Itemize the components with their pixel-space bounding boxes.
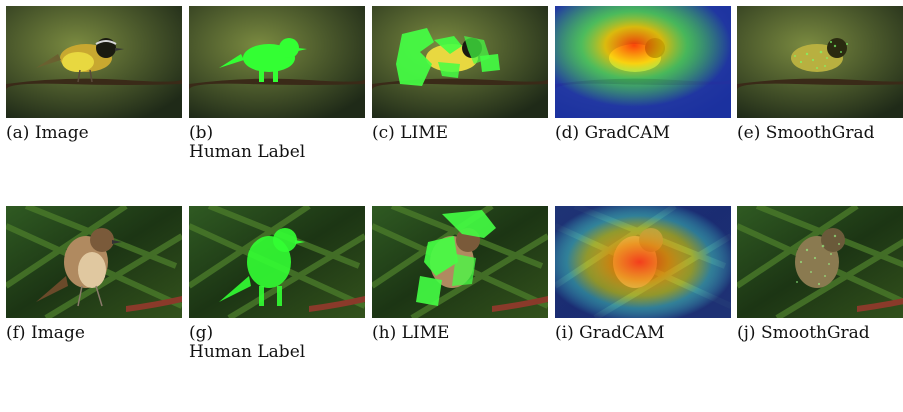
- smoothgrad-overlay: [737, 6, 903, 118]
- caption-d: (d) GradCAM: [555, 124, 670, 143]
- caption-label: Image: [30, 323, 85, 343]
- caption-c: (c) LIME: [372, 124, 448, 143]
- bird-image: [6, 206, 182, 318]
- human-label-mask: [189, 6, 365, 118]
- caption-label: Image: [34, 123, 89, 143]
- caption-tag: (i): [555, 323, 574, 343]
- bird-image: [6, 6, 182, 118]
- caption-tag: (a): [6, 123, 30, 143]
- caption-label: LIME: [400, 123, 449, 143]
- gradcam-heatmap: [555, 206, 731, 318]
- caption-e: (e) SmoothGrad: [737, 124, 874, 143]
- caption-b: (b) Human Label: [189, 124, 305, 162]
- caption-tag: (h): [372, 323, 397, 343]
- caption-tag: (b): [189, 123, 214, 143]
- caption-label: LIME: [401, 323, 450, 343]
- gradcam-heatmap: [555, 6, 731, 118]
- caption-label: SmoothGrad: [765, 123, 875, 143]
- caption-tag: (c): [372, 123, 395, 143]
- caption-label: SmoothGrad: [760, 323, 870, 343]
- caption-h: (h) LIME: [372, 324, 449, 343]
- caption-a: (a) Image: [6, 124, 89, 143]
- caption-tag: (g): [189, 323, 214, 343]
- caption-tag: (j): [737, 323, 756, 343]
- caption-label: Human Label: [189, 342, 306, 362]
- caption-tag: (d): [555, 123, 580, 143]
- caption-i: (i) GradCAM: [555, 324, 665, 343]
- smoothgrad-overlay: [737, 206, 903, 318]
- caption-label: Human Label: [189, 142, 306, 162]
- lime-overlay: [372, 6, 548, 118]
- lime-overlay: [372, 206, 548, 318]
- caption-f: (f) Image: [6, 324, 85, 343]
- caption-label: GradCAM: [584, 123, 670, 143]
- caption-label: GradCAM: [579, 323, 665, 343]
- caption-tag: (f): [6, 323, 26, 343]
- human-label-mask: [189, 206, 365, 318]
- caption-j: (j) SmoothGrad: [737, 324, 870, 343]
- caption-g: (g) Human Label: [189, 324, 305, 362]
- caption-tag: (e): [737, 123, 761, 143]
